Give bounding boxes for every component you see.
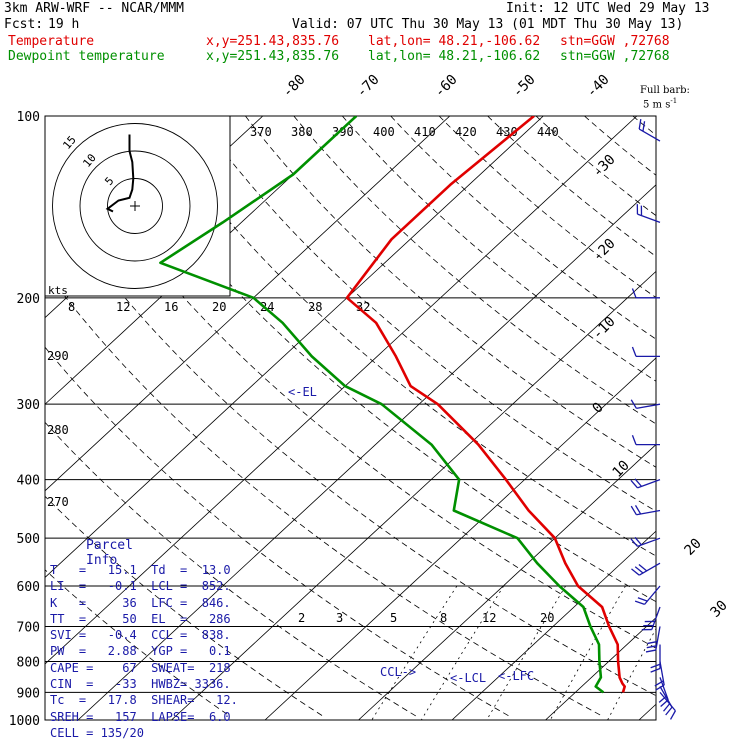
pressure-tick-label: 400 [17,474,40,489]
speed-tick-label: 28 [308,300,322,314]
wind-barb-flag [643,121,645,131]
speed-tick-label: 20 [212,300,226,314]
pressure-tick-label: 900 [17,686,40,701]
wind-barb-staff [637,538,660,546]
theta-tick-label: 410 [414,125,436,139]
speed-tick-label: 24 [260,300,274,314]
mixing-ratio-tick-label: 12 [482,611,496,625]
dry-adiabat-tick-label: 290 [47,349,69,363]
wind-barb-flag [632,435,636,444]
dry-adiabat-tick-label: 280 [47,423,69,437]
wind-barb-staff [639,563,660,575]
mixing-ratio-line [550,586,625,720]
mixing-ratio-tick-label: 20 [540,611,554,625]
parcel-info-row: TT = 50 EL = 286 [50,611,238,627]
isotherm-line [265,116,740,720]
wind-barb-flag [638,598,647,601]
isotherm-line [172,116,740,720]
pressure-tick-label: 600 [17,580,40,595]
pressure-tick-label: 100 [17,110,40,125]
lfc-marker: <-LFC [498,669,534,683]
mixing-ratio-tick-label: 5 [390,611,397,625]
parcel-info-row: SREH = 157 LAPSE= 6.0 [50,709,238,725]
parcel-info-row: CIN = -33 HWBZ= 3336. [50,676,238,692]
wind-barb-flag [671,711,676,720]
pressure-tick-label: 700 [17,620,40,635]
isotherm-tick-label: -40 [584,72,613,101]
speed-tick-label: 16 [164,300,178,314]
isotherm-tick-label: -70 [354,72,383,101]
pressure-tick-label: 800 [17,655,40,670]
wind-barb-staff [637,480,660,488]
pressure-tick-label: 300 [17,398,40,413]
isotherm-tick-label: 30 [708,598,731,621]
parcel-info-row: PW = 2.88 YGP = 0.1 [50,643,238,659]
dry-adiabat-line [681,116,740,716]
isotherm-tick-label: 0 [590,400,607,417]
dry-adiabat-line [730,116,740,716]
parcel-info-row: LI = -0.1 LCL = 852. [50,578,238,594]
wind-barb-staff [645,586,660,604]
parcel-info-row: Tc = 17.8 SHEAR= 12. [50,692,238,708]
isotherm-tick-label: -10 [590,314,619,343]
speed-tick-label: 12 [116,300,130,314]
theta-tick-label: 440 [537,125,559,139]
parcel-info-row: T = 15.1 Td = 13.0 [50,562,238,578]
isotherm-line [639,116,740,720]
lcl-marker: <-LCL [450,671,486,685]
el-marker: <-EL [288,385,317,399]
parcel-info-row: CAPE = 67 SWEAT= 218 [50,660,238,676]
wind-barb-staff [639,129,660,141]
parcel-info-row: SVI = -0.4 CCL = 838. [50,627,238,643]
ccl-marker: CCL-> [380,665,416,679]
wind-barb-staff [637,214,660,222]
speed-tick-label: 8 [68,300,75,314]
isotherm-tick-label: -20 [590,236,619,265]
wind-barb-flag [636,505,641,514]
pressure-tick-label: 200 [17,292,40,307]
theta-tick-label: 380 [291,125,313,139]
wind-barb-flag [651,664,660,668]
isotherm-line [733,116,740,720]
theta-tick-label: 370 [250,125,272,139]
mixing-ratio-tick-label: 3 [336,611,343,625]
wind-barb-flag [632,347,636,356]
wind-barb-flag [646,650,656,652]
wind-barb-flag [631,506,636,515]
isotherm-tick-label: -50 [510,72,539,101]
isotherm-tick-label: 20 [682,536,705,559]
isotherm-line [359,116,740,720]
theta-tick-label: 420 [455,125,477,139]
parcel-info-row: K = 36 LFC = 846. [50,595,238,611]
pressure-tick-label: 500 [17,532,40,547]
wind-barb-flag [635,601,644,604]
isotherm-tick-label: 10 [610,458,633,481]
hodograph-units-label: kts [48,284,68,297]
mixing-ratio-line [372,586,457,720]
dry-adiabat-tick-label: 270 [47,495,69,509]
isotherm-line [452,116,740,720]
isotherm-tick-label: -60 [432,72,461,101]
wind-barb-flag [651,669,660,673]
mixing-ratio-tick-label: 8 [440,611,447,625]
parcel-info-row: CELL = 135/20 [50,725,238,741]
wind-barb-flag [639,119,641,129]
mixing-ratio-tick-label: 2 [298,611,305,625]
isotherm-tick-label: -80 [280,72,309,101]
wind-barb-staff [660,692,675,710]
pressure-tick-label: 1000 [9,714,40,729]
theta-tick-label: 400 [373,125,395,139]
